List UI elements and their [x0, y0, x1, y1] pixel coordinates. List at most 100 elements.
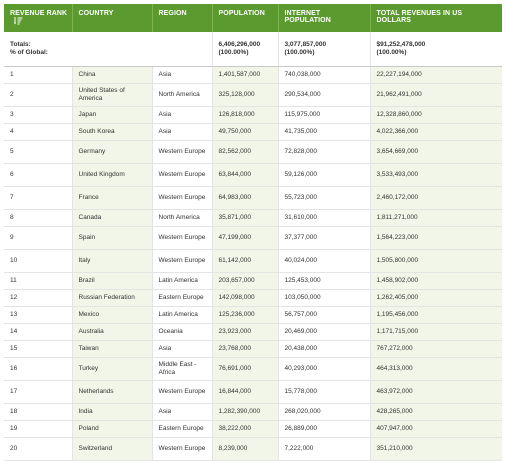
table-row: 3 Japan Asia 126,818,000 115,975,000 12,328,8…	[4, 106, 502, 124]
population-cell: 325,128,000	[212, 83, 279, 107]
table-row: 1 China Asia 1,401,587,000 740,038,000 22,227…	[4, 66, 502, 84]
region-cell: Asia	[152, 66, 213, 84]
region-cell: Asia	[152, 403, 213, 421]
header-revenue-rank-label: Revenue Rank	[10, 10, 68, 17]
total-revenue-cell: 1,262,405,000	[370, 289, 502, 307]
header-country[interactable]: Country	[72, 4, 153, 32]
sort-descending-icon[interactable]	[14, 17, 23, 27]
table-row: 15 Taiwan Asia 23,768,000 20,438,000 767,272,…	[4, 340, 502, 358]
region-cell: Asia	[152, 123, 213, 141]
country-cell: United Kingdom	[72, 163, 153, 187]
total-revenue-cell: 3,654,669,000	[370, 140, 502, 164]
country-cell: India	[72, 403, 153, 421]
rank-cell: 6	[4, 163, 73, 187]
rank-cell: 8	[4, 209, 73, 227]
population-cell: 125,236,000	[212, 306, 279, 324]
totals-revenue-pct: (100.00%)	[376, 49, 407, 56]
country-cell: Netherlands	[72, 380, 153, 404]
rank-cell: 1	[4, 66, 73, 84]
internet-population-cell: 59,126,000	[278, 163, 371, 187]
region-cell: Western Europe	[152, 163, 213, 187]
region-cell: Western Europe	[152, 140, 213, 164]
region-cell: Eastern Europe	[152, 420, 213, 438]
totals-label-line1: Totals:	[10, 41, 31, 48]
population-cell: 1,282,390,000	[212, 403, 279, 421]
table-row: 7 France Western Europe 64,983,000 55,723,00…	[4, 186, 502, 210]
header-internet-population[interactable]: Internet Population	[278, 4, 371, 32]
table-row: 9 Spain Western Europe 47,199,000 37,377,000…	[4, 226, 502, 250]
total-revenue-cell: 12,328,860,000	[370, 106, 502, 124]
country-cell: Germany	[72, 140, 153, 164]
country-cell: Brazil	[72, 272, 153, 290]
region-cell: North America	[152, 83, 213, 107]
population-cell: 47,199,000	[212, 226, 279, 250]
region-cell: Oceania	[152, 323, 213, 341]
total-revenue-cell: 464,313,000	[370, 357, 502, 381]
region-cell: Western Europe	[152, 226, 213, 250]
table-row: 13 Mexico Latin America 125,236,000 56,757,0…	[4, 306, 502, 324]
internet-population-cell: 15,778,000	[278, 380, 371, 404]
header-region[interactable]: Region	[152, 4, 213, 32]
header-population[interactable]: Population	[212, 4, 279, 32]
population-cell: 61,142,000	[212, 249, 279, 273]
population-cell: 35,871,000	[212, 209, 279, 227]
region-cell: Asia	[152, 340, 213, 358]
country-cell: Japan	[72, 106, 153, 124]
table-row: 6 United Kingdom Western Europe 63,844,000 5…	[4, 163, 502, 187]
rank-cell: 4	[4, 123, 73, 141]
revenue-table: Revenue Rank Country Region P	[4, 4, 502, 461]
header-total-revenues[interactable]: Total Revenues in US Dollars	[370, 4, 502, 32]
internet-population-cell: 115,975,000	[278, 106, 371, 124]
internet-population-cell: 56,757,000	[278, 306, 371, 324]
region-cell: Latin America	[152, 306, 213, 324]
total-revenue-cell: 1,811,271,000	[370, 209, 502, 227]
region-cell: Asia	[152, 106, 213, 124]
total-revenue-cell: 463,972,000	[370, 380, 502, 404]
table-row: 8 Canada North America 35,871,000 31,610,000…	[4, 209, 502, 227]
rank-cell: 19	[4, 420, 73, 438]
population-cell: 8,239,000	[212, 437, 279, 461]
population-cell: 82,562,000	[212, 140, 279, 164]
internet-population-cell: 740,038,000	[278, 66, 371, 84]
total-revenue-cell: 2,460,172,000	[370, 186, 502, 210]
totals-label-line2: % of Global:	[10, 49, 48, 56]
table-row: 16 Turkey Middle East - Africa 76,691,000 40…	[4, 357, 502, 381]
rank-cell: 9	[4, 226, 73, 250]
rank-cell: 3	[4, 106, 73, 124]
table-row: 14 Australia Oceania 23,923,000 20,469,000 1,…	[4, 323, 502, 341]
totals-population-pct: (100.00%)	[218, 49, 249, 56]
table-row: 2 United States of America North America 32…	[4, 83, 502, 107]
internet-population-cell: 40,293,000	[278, 357, 371, 381]
total-revenue-cell: 1,564,223,000	[370, 226, 502, 250]
country-cell: Turkey	[72, 357, 153, 381]
total-revenue-cell: 428,265,000	[370, 403, 502, 421]
population-cell: 23,923,000	[212, 323, 279, 341]
totals-internet-value: 3,077,857,000	[284, 41, 327, 48]
country-cell: Russian Federation	[72, 289, 153, 307]
country-cell: Taiwan	[72, 340, 153, 358]
rank-cell: 5	[4, 140, 73, 164]
table-row: 11 Brazil Latin America 203,657,000 125,453,…	[4, 272, 502, 290]
region-cell: Western Europe	[152, 186, 213, 210]
totals-population-value: 6,406,296,000	[218, 41, 261, 48]
country-cell: Spain	[72, 226, 153, 250]
total-revenue-cell: 1,195,456,000	[370, 306, 502, 324]
population-cell: 126,818,000	[212, 106, 279, 124]
rank-cell: 11	[4, 272, 73, 290]
internet-population-cell: 20,438,000	[278, 340, 371, 358]
table-header-row: Revenue Rank Country Region P	[4, 4, 502, 32]
country-cell: Mexico	[72, 306, 153, 324]
country-cell: Switzerland	[72, 437, 153, 461]
total-revenue-cell: 1,505,800,000	[370, 249, 502, 273]
totals-label: Totals: % of Global:	[4, 32, 213, 67]
region-cell: Western Europe	[152, 249, 213, 273]
population-cell: 203,657,000	[212, 272, 279, 290]
population-cell: 142,098,000	[212, 289, 279, 307]
region-cell: Western Europe	[152, 437, 213, 461]
internet-population-cell: 7,222,000	[278, 437, 371, 461]
rank-cell: 14	[4, 323, 73, 341]
header-revenue-rank[interactable]: Revenue Rank	[4, 4, 73, 32]
population-cell: 23,768,000	[212, 340, 279, 358]
internet-population-cell: 55,723,000	[278, 186, 371, 210]
country-cell: United States of America	[72, 83, 153, 107]
